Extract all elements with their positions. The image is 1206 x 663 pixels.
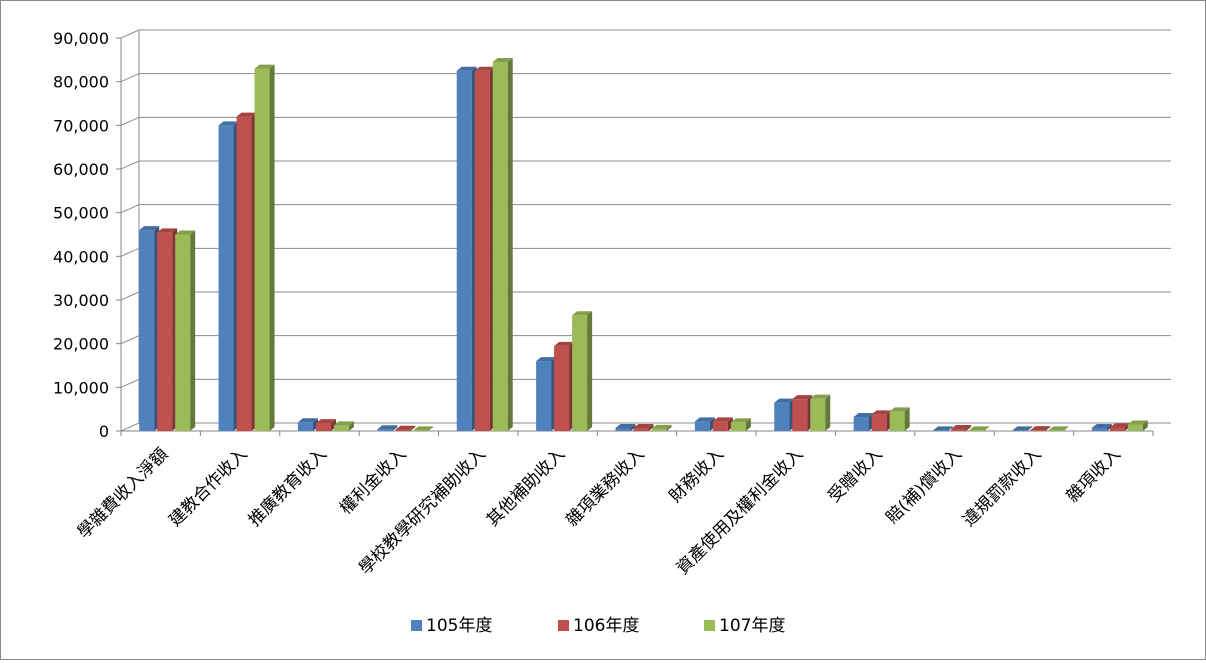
x-tick-label: 違規罰款收入 [959,444,1045,530]
bar [1109,423,1130,431]
gridline [120,291,1171,301]
bar [651,424,672,431]
bar [554,341,575,431]
bar [236,112,257,431]
gridline [120,335,1171,345]
x-tick-label: 財務收入 [666,444,728,506]
bar [1012,426,1033,431]
bar [694,417,715,431]
x-tick-label: 雜項收入 [1063,444,1125,506]
bar [492,58,513,432]
bar [395,425,416,431]
bar [871,410,892,431]
bar [139,226,160,431]
legend-label: 107年度 [719,616,785,636]
gridline [120,204,1171,214]
bar [853,413,874,431]
gridline [120,73,1171,83]
gridline [120,160,1171,170]
bar [792,395,813,431]
bar [474,66,495,431]
bar [413,426,434,431]
y-tick-label: 90,000 [53,29,109,48]
grid-lines [120,29,1171,432]
legend: 105年度 106年度 107年度 [411,616,785,636]
y-tick-label: 30,000 [53,291,109,310]
bar [377,425,398,431]
x-tick-label: 學雜費收入淨額 [74,444,172,542]
legend-label: 105年度 [426,616,492,636]
bar [175,230,196,431]
gridline [120,116,1171,126]
x-tick-label: 資產使用及權利金收入 [672,444,807,579]
y-tick-label: 50,000 [53,204,109,223]
bar [315,419,336,431]
bar [951,425,972,431]
bar [218,121,239,431]
y-tick-label: 70,000 [53,116,109,135]
y-tick-label: 80,000 [53,73,109,92]
bar [810,394,831,431]
bar [615,423,636,431]
bar [157,228,178,431]
y-tick-label: 20,000 [53,335,109,354]
legend-label: 106年度 [573,616,639,636]
x-tick-label: 其他補助收入 [483,444,569,530]
bar [456,66,477,431]
bar [1048,426,1069,431]
x-tick-label: 建教合作收入 [165,444,251,530]
bar [730,418,751,431]
bar [889,407,910,431]
y-tick-label: 40,000 [53,247,109,266]
x-tick-label: 推廣教育收入 [245,444,331,530]
bar [1091,423,1112,431]
gridline [120,378,1171,388]
legend-swatch [704,620,715,631]
x-tick-label: 權利金收入 [336,444,410,518]
bar [333,421,354,431]
bar [536,357,557,431]
legend-swatch [558,620,569,631]
bar [712,417,733,431]
bar [1127,420,1148,431]
gridline [120,247,1171,257]
y-tick-label: 60,000 [53,160,109,179]
bar [572,311,593,431]
x-tick-label: 賠(補)償收入 [882,444,966,528]
y-tick-label: 10,000 [53,378,109,397]
bar [633,423,654,431]
bar [297,418,318,431]
bars [139,58,1148,432]
y-tick-label: 0 [99,422,109,441]
bar [1030,426,1051,431]
legend-item: 106年度 [558,616,639,636]
legend-swatch [411,620,422,631]
bar [774,398,795,431]
bar [254,64,275,432]
bar [969,426,990,431]
gridline [120,29,1171,39]
bar [933,426,954,431]
legend-item: 105年度 [411,616,492,636]
x-tick-label: 雜項業務收入 [562,444,648,530]
x-tick-label: 受贈收入 [824,444,886,506]
legend-item: 107年度 [704,616,785,636]
y-axis-ticks: 0 10,000 20,000 30,000 40,000 50,000 60,000 70,… [53,29,109,441]
